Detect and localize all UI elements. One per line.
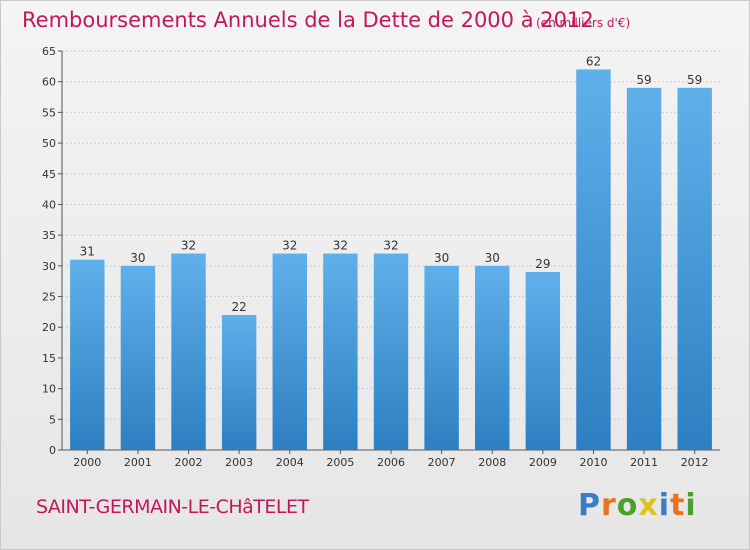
x-axis: 2000 2001 2002 2003 2004 2005 2006 2007 2008 2009…	[73, 450, 709, 469]
logo-letter: r	[601, 488, 617, 523]
data-label: 32	[282, 239, 297, 253]
data-label: 30	[485, 251, 500, 265]
x-tick-label: 2008	[478, 456, 506, 469]
x-tick-label: 2007	[428, 456, 456, 469]
data-label: 32	[383, 239, 398, 253]
x-tick-label: 2004	[276, 456, 304, 469]
bar	[120, 265, 156, 450]
y-tick-label: 55	[42, 106, 56, 119]
bar	[373, 253, 409, 450]
y-tick-label: 5	[49, 413, 56, 426]
x-tick-label: 2001	[124, 456, 152, 469]
y-tick-label: 15	[42, 352, 56, 365]
x-tick-label: 2005	[326, 456, 354, 469]
logo-letter: P	[578, 488, 601, 523]
data-label: 22	[232, 300, 247, 314]
x-tick-label: 2010	[579, 456, 607, 469]
data-label: 59	[687, 73, 702, 87]
data-label: 30	[130, 251, 145, 265]
bar	[475, 265, 510, 450]
y-tick-label: 10	[42, 383, 56, 396]
data-label: 62	[586, 54, 601, 68]
data-labels: 31 30 32 22 32 32 32 30 30 29 62 59 59	[80, 54, 703, 314]
y-tick-label: 45	[42, 168, 56, 181]
y-tick-label: 35	[42, 229, 56, 242]
bar	[323, 253, 358, 450]
bar	[525, 271, 561, 450]
chart-subtitle: (en milliers d'€)	[536, 16, 631, 30]
chart-title: Remboursements Annuels de la Dette de 20…	[22, 8, 594, 32]
logo-letter: i	[685, 488, 697, 523]
proxiti-logo: Proxiti	[578, 488, 697, 523]
bar	[677, 87, 712, 450]
data-label: 29	[535, 257, 550, 271]
bar	[221, 314, 257, 450]
data-label: 32	[333, 239, 348, 253]
city-name: SAINT-GERMAIN-LE-CHâTELET	[36, 496, 309, 518]
bar	[576, 69, 611, 451]
bar	[171, 253, 206, 450]
y-tick-label: 60	[42, 76, 56, 89]
y-tick-label: 50	[42, 137, 56, 150]
bar	[626, 87, 662, 450]
y-tick-label: 40	[42, 198, 56, 211]
y-tick-label: 25	[42, 291, 56, 304]
data-label: 59	[636, 73, 651, 87]
y-tick-label: 20	[42, 321, 56, 334]
logo-letter: t	[670, 488, 686, 523]
x-tick-label: 2002	[175, 456, 203, 469]
x-tick-label: 2009	[529, 456, 557, 469]
bars	[70, 69, 712, 451]
data-label: 30	[434, 251, 449, 265]
data-label: 32	[181, 239, 196, 253]
y-tick-label: 65	[42, 45, 56, 58]
x-tick-label: 2006	[377, 456, 405, 469]
y-tick-label: 0	[49, 444, 56, 457]
logo-letter: i	[658, 488, 671, 523]
data-label: 31	[80, 245, 95, 259]
x-tick-label: 2003	[225, 456, 253, 469]
x-tick-label: 2012	[681, 456, 709, 469]
bar	[424, 265, 459, 450]
bar	[70, 259, 105, 450]
x-tick-label: 2000	[73, 456, 101, 469]
bar	[272, 253, 307, 450]
logo-letter: o	[616, 488, 639, 523]
y-tick-label: 30	[42, 260, 56, 273]
logo-letter: x	[638, 488, 659, 523]
x-tick-label: 2011	[630, 456, 658, 469]
